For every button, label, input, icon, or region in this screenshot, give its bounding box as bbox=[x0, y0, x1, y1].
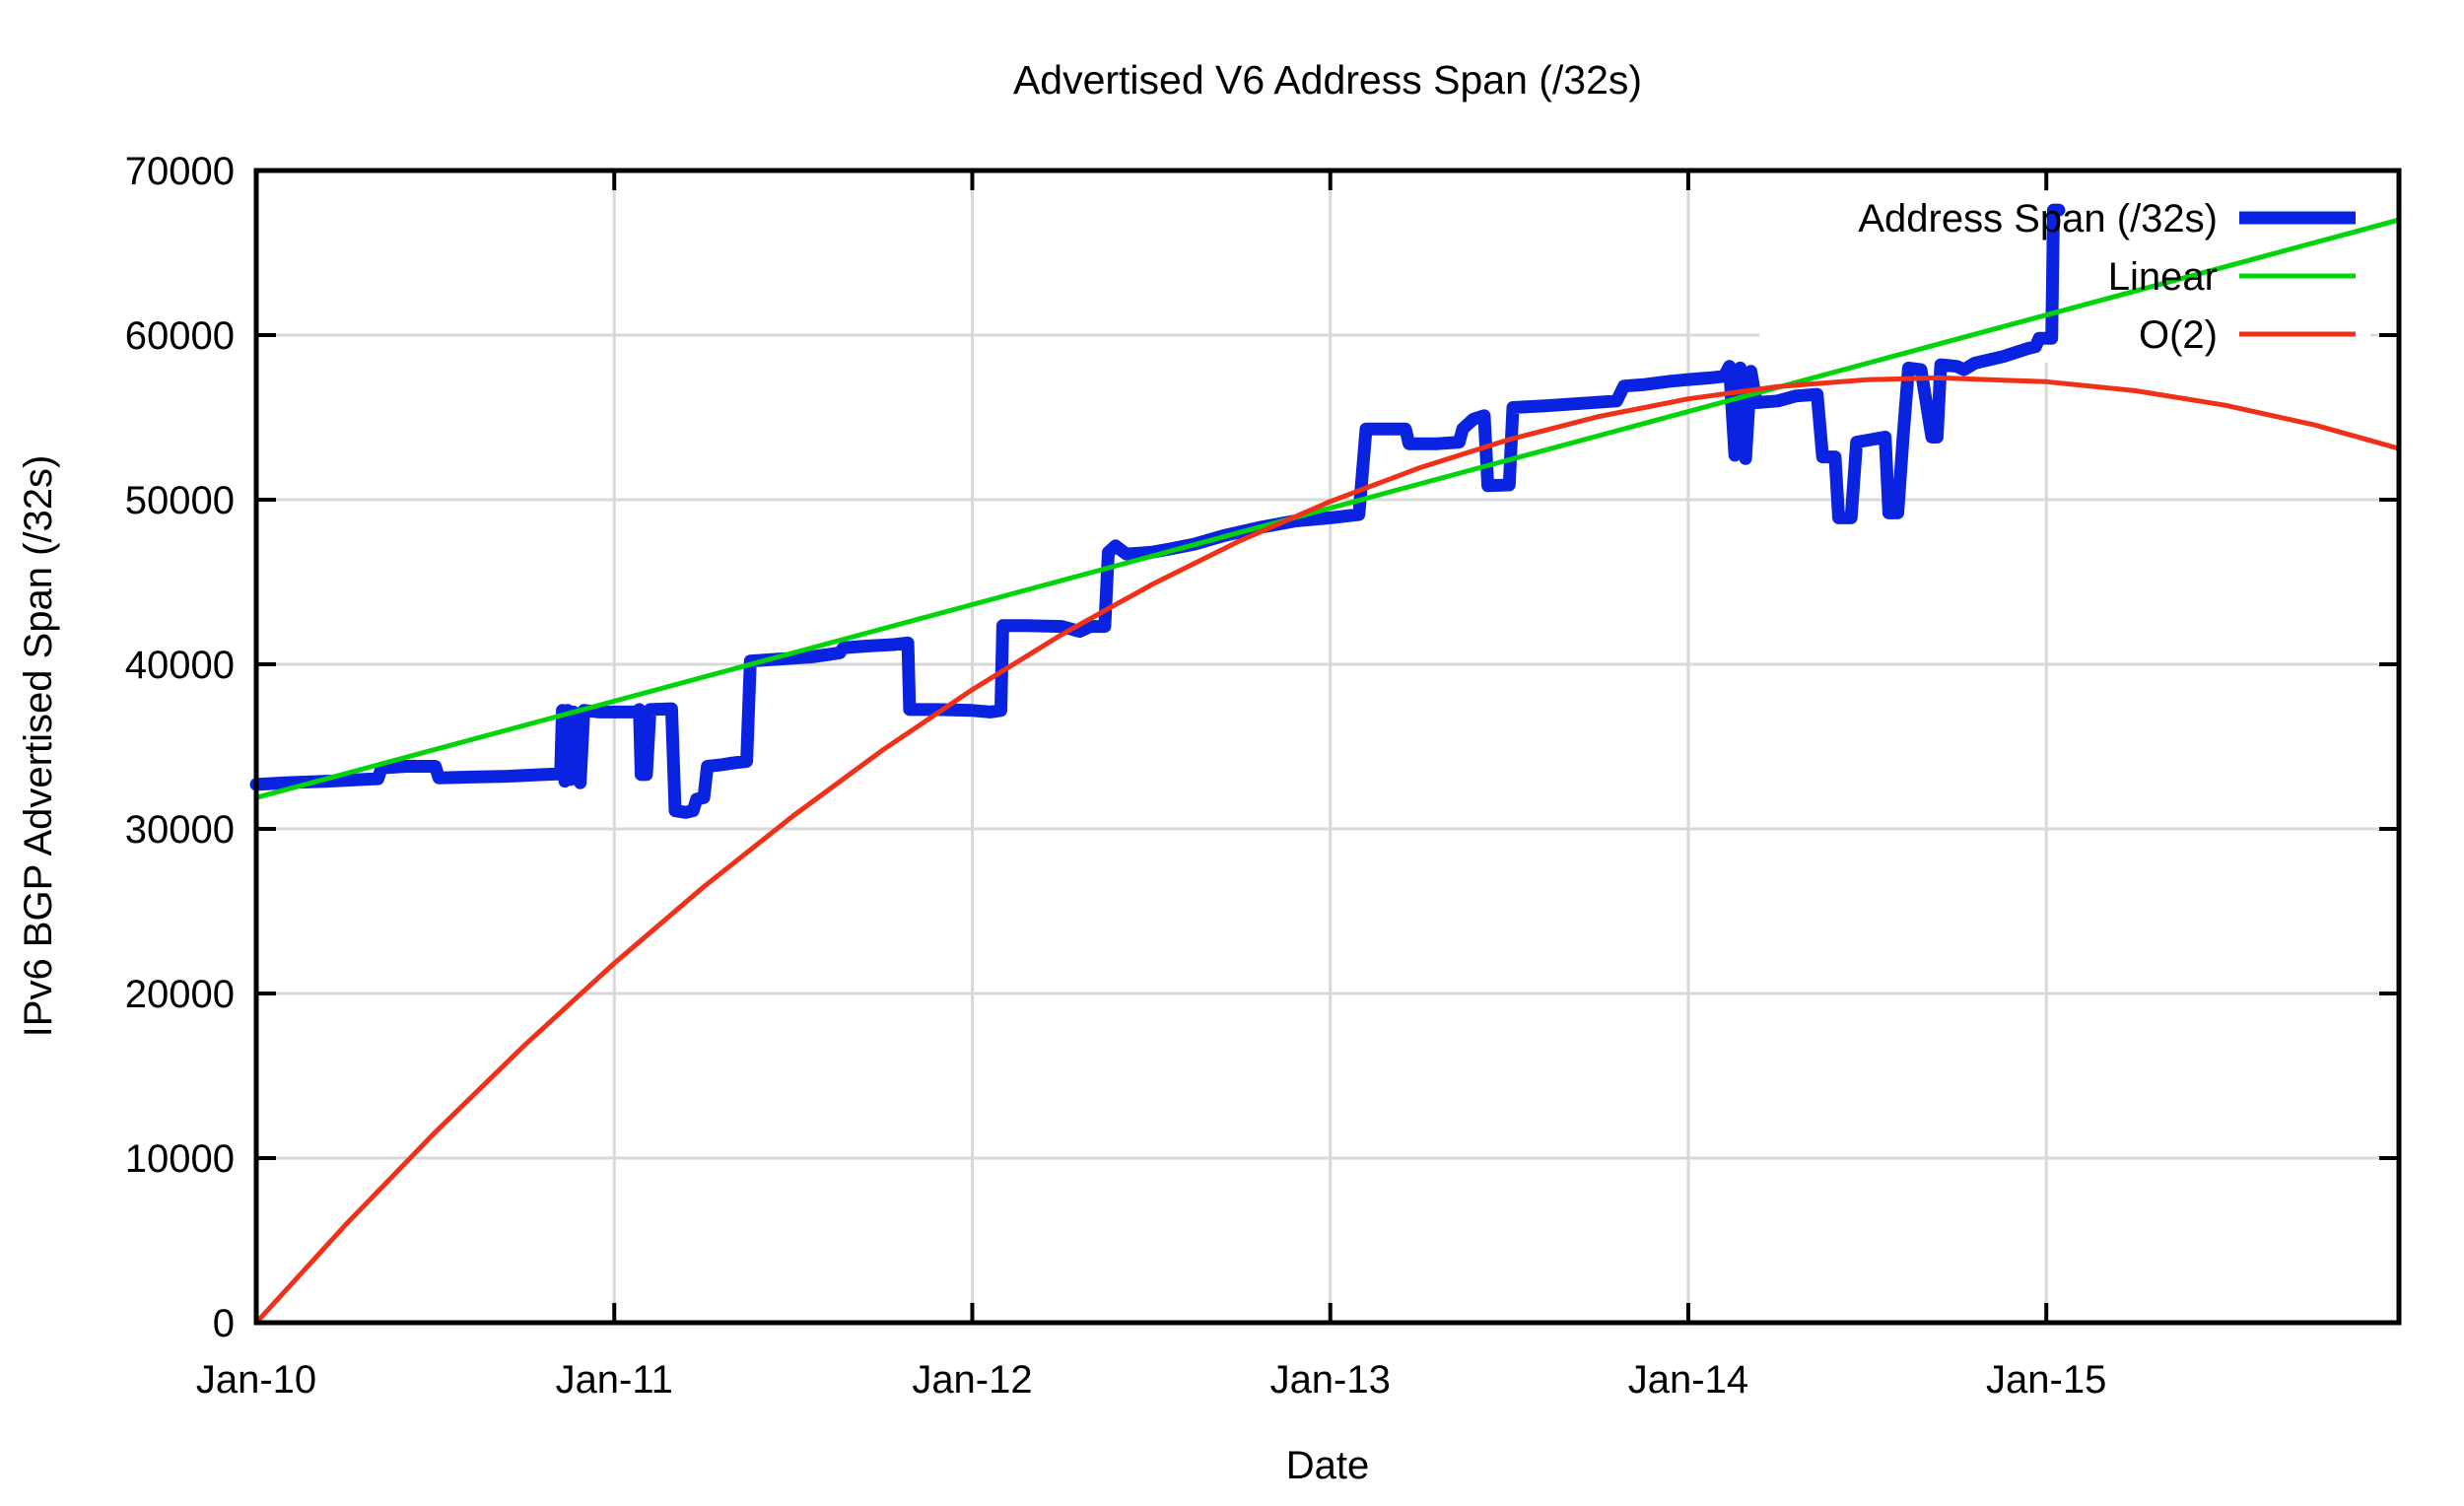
x-tick-label: Jan-10 bbox=[196, 1358, 316, 1402]
y-tick-label: 0 bbox=[213, 1302, 235, 1345]
y-tick-label: 20000 bbox=[125, 973, 235, 1016]
legend-label-linear-fit-line: Linear bbox=[2108, 255, 2218, 299]
plot-border bbox=[253, 168, 2402, 1326]
x-axis-label: Date bbox=[1286, 1444, 1370, 1487]
y-tick-label: 70000 bbox=[125, 150, 235, 193]
x-tick-label: Jan-15 bbox=[1986, 1358, 2106, 1402]
y-tick-label: 50000 bbox=[125, 479, 235, 522]
x-tick-label: Jan-13 bbox=[1270, 1358, 1391, 1402]
legend-label-address-span-line: Address Span (/32s) bbox=[1858, 197, 2218, 240]
plot-series bbox=[249, 203, 2402, 1326]
y-tick-label: 40000 bbox=[125, 644, 235, 687]
x-tick-label: Jan-11 bbox=[556, 1358, 673, 1402]
tick-labels: Jan-10 Jan-11 Jan-12 Jan-13 Jan-14 Jan-15 0 100… bbox=[125, 150, 2107, 1402]
legend: Address Span (/32s) Linear O(2) bbox=[1858, 197, 2356, 357]
y-tick-label: 10000 bbox=[125, 1137, 235, 1181]
x-tick-label: Jan-12 bbox=[912, 1358, 1032, 1402]
y-tick-label: 30000 bbox=[125, 808, 235, 852]
legend-label-o2-fit-line: O(2) bbox=[2139, 313, 2218, 357]
x-tick-label: Jan-14 bbox=[1628, 1358, 1748, 1402]
chart-title: Advertised V6 Address Span (/32s) bbox=[1013, 57, 1642, 103]
gridlines bbox=[256, 171, 2399, 1323]
linear-fit-line bbox=[253, 217, 2402, 800]
address-span-line bbox=[249, 203, 2066, 819]
y-axis-label: IPv6 BGP Advertised Span (/32s) bbox=[17, 455, 60, 1038]
axis-ticks bbox=[254, 169, 2399, 1325]
o2-fit-line bbox=[253, 375, 2402, 1326]
y-tick-label: 60000 bbox=[125, 314, 235, 358]
